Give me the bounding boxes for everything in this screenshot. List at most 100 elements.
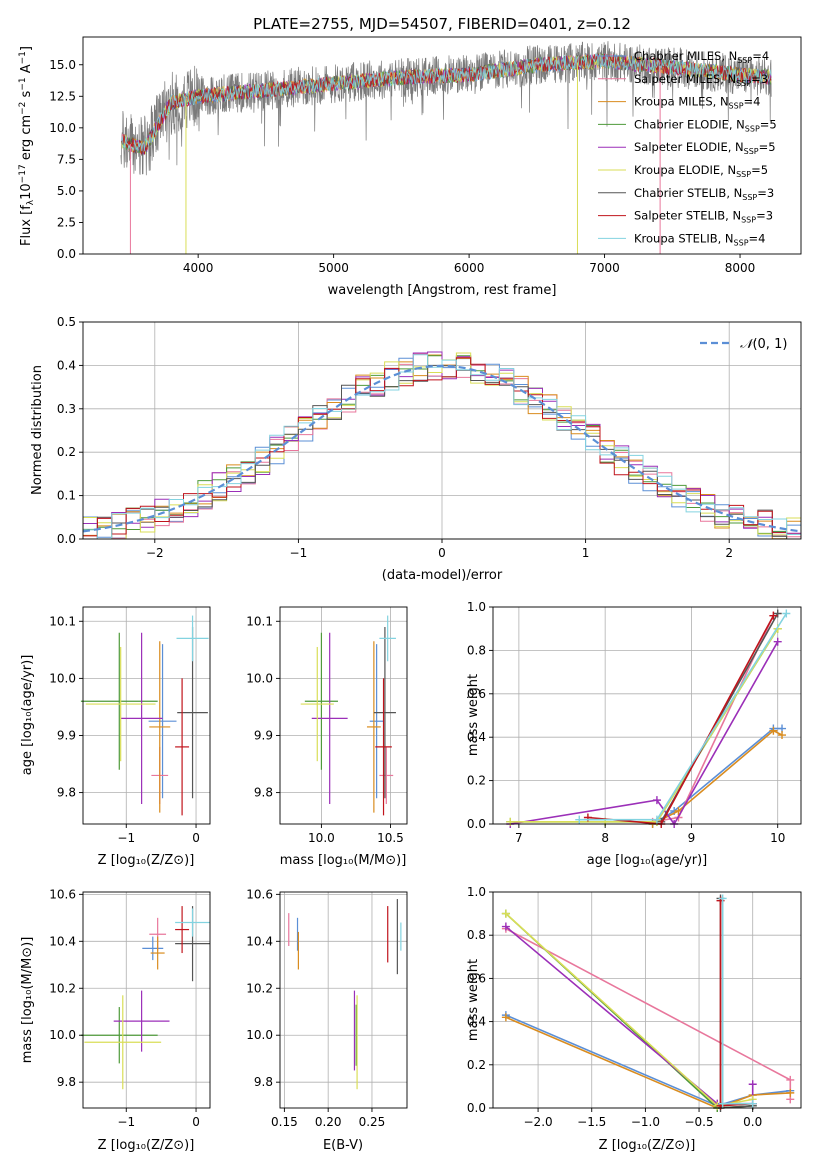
massweight-vs-Z-marker-kroupa_miles — [786, 1088, 795, 1097]
normal-curve — [83, 364, 801, 533]
massweight-vs-age-xtick-label: 9 — [688, 831, 696, 845]
mass-vs-Z-xtick-label: −1 — [117, 1115, 135, 1129]
mass-vs-ebv-frame — [279, 891, 408, 1109]
massweight-vs-Z-line-kroupa_miles — [505, 1016, 791, 1109]
legend-label-kroupa_stelib: Kroupa STELIB, NSSP=4 — [634, 231, 765, 247]
age-vs-mass-xtick-label: 10.5 — [377, 831, 404, 845]
age-vs-Z-ytick-label: 10.1 — [49, 614, 76, 628]
massweight-vs-Z-frame — [492, 891, 802, 1109]
mass-vs-ebv-ytick-label: 9.8 — [254, 1075, 273, 1089]
residuals-ytick-label: 0.2 — [57, 445, 76, 459]
age-vs-Z-ytick-label: 9.9 — [57, 728, 76, 742]
massweight-vs-Z-ytick-label: 0.8 — [467, 928, 486, 942]
massweight-vs-age-xtick-label: 8 — [601, 831, 609, 845]
age-vs-mass-frame — [279, 606, 408, 825]
massweight-vs-age-ytick-label: 1.0 — [467, 600, 486, 614]
massweight-vs-age-marker-kroupa_miles — [778, 731, 787, 740]
massweight-vs-Z-xlabel: Z [log₁₀(Z/Z⊙)] — [599, 1138, 696, 1153]
residuals-xtick-label: 2 — [725, 546, 733, 560]
spectrum-ytick-label: 0.0 — [57, 247, 76, 261]
massweight-vs-age-marker-kroupa_stelib — [782, 609, 791, 618]
massweight-vs-Z-line-salpeter_miles — [505, 927, 792, 1100]
massweight-vs-Z-line-salpeter_stelib — [719, 900, 753, 1107]
spectrum-title: PLATE=2755, MJD=54507, FIBERID=0401, z=0… — [253, 15, 631, 33]
spectrum-xlabel: wavelength [Angstrom, rest frame] — [328, 283, 557, 298]
massweight-vs-age-line-kroupa_miles — [652, 729, 783, 825]
massweight-vs-Z-ytick-label: 0.2 — [467, 1058, 486, 1072]
mass-vs-ebv-ytick-label: 10.0 — [246, 1028, 273, 1042]
spectrum-ylabel-exp4: −1 — [18, 51, 28, 64]
spectrum-ylabel-end: A — [19, 64, 34, 77]
spectrum-frame — [82, 36, 802, 255]
massweight-vs-Z-xtick-label: −0.5 — [684, 1115, 713, 1129]
spectrum-ytick-label: 5.0 — [57, 184, 76, 198]
hist-kroupa_stelib — [83, 354, 801, 539]
residuals-xtick-label: −1 — [290, 546, 308, 560]
spectrum-ylabel-close: ] — [19, 46, 34, 51]
massweight-vs-Z-line-chabrier_miles — [505, 1014, 791, 1107]
legend-label-salpeter_miles: Salpeter MILES, NSSP=3 — [634, 72, 768, 88]
massweight-vs-age-xlabel: age [log₁₀(age/yr)] — [587, 853, 708, 868]
spectrum-ytick-label: 15.0 — [49, 58, 76, 72]
spectrum-ytick-label: 10.0 — [49, 121, 76, 135]
mass-vs-Z-ytick-label: 10.0 — [49, 1028, 76, 1042]
spectrum-ylabel-exp3: −1 — [18, 77, 28, 90]
massweight-vs-age-line-chabrier_elodie — [510, 628, 779, 823]
massweight-vs-Z-ytick-label: 0.4 — [467, 1015, 486, 1029]
spectrum-ylabel-mid: erg cm — [19, 115, 34, 164]
residuals-ytick-label: 0.4 — [57, 358, 76, 372]
residuals-ytick-label: 0.0 — [57, 532, 76, 546]
massweight-vs-age-line-salpeter_elodie — [510, 641, 779, 826]
massweight-vs-Z-ytick-label: 0.0 — [467, 1101, 486, 1115]
spectrum-ylabel-main: Flux [f — [19, 205, 34, 246]
massweight-vs-age-line-kroupa_stelib — [579, 613, 787, 821]
massweight-vs-age-marker-chabrier_stelib — [773, 609, 782, 618]
massweight-vs-age-marker-kroupa_elodie — [506, 817, 515, 826]
hist-steps — [83, 351, 801, 539]
age-vs-mass-ytick-label: 10.1 — [246, 614, 273, 628]
mass-vs-ebv-xlabel: E(B-V) — [323, 1138, 363, 1153]
legend-label-salpeter_stelib: Salpeter STELIB, NSSP=3 — [634, 209, 773, 225]
residuals-ytick-label: 0.1 — [57, 489, 76, 503]
mass-vs-Z-xtick-label: 0 — [192, 1115, 200, 1129]
normal-legend-label: 𝒩(0, 1) — [740, 337, 787, 352]
massweight-vs-age-line-salpeter_miles — [652, 615, 775, 823]
mass-vs-ebv-ytick-label: 10.2 — [246, 981, 273, 995]
massweight-vs-Z-marker-salpeter_elodie — [501, 922, 510, 931]
spectrum-ylabel-sub: λ — [26, 199, 36, 205]
massweight-vs-age-marker-salpeter_elodie — [652, 796, 661, 805]
massweight-vs-age-marker-kroupa_stelib — [575, 815, 584, 824]
spectrum-model-kroupa_stelib — [121, 52, 772, 152]
spectrum-xtick-label: 8000 — [725, 261, 756, 275]
massweight-vs-age-ytick-label: 0.2 — [467, 774, 486, 788]
mass-vs-ebv-ytick-label: 10.4 — [246, 934, 273, 948]
residuals-xtick-label: 0 — [438, 546, 446, 560]
mass-vs-ebv-ytick-label: 10.6 — [246, 887, 273, 901]
mass-vs-Z-frame — [82, 891, 211, 1109]
mass-vs-ebv-xtick-label: 0.20 — [315, 1115, 342, 1129]
age-vs-Z-ylabel: age [log₁₀(age/yr)] — [20, 655, 35, 776]
massweight-vs-Z-marker-kroupa_elodie — [501, 909, 510, 918]
age-vs-mass-ytick-label: 9.8 — [254, 786, 273, 800]
massweight-vs-Z-marker-salpeter_miles — [786, 1075, 795, 1084]
massweight-vs-age-marker-salpeter_elodie — [773, 637, 782, 646]
spectrum-ytick-label: 12.5 — [49, 89, 76, 103]
residuals-xtick-label: −2 — [146, 546, 164, 560]
spectrum-ylabel-exp1: −17 — [18, 164, 28, 183]
spectrum-ylabel-rest: 10 — [19, 183, 34, 200]
massweight-vs-age-marker-kroupa_miles — [769, 726, 778, 735]
age-vs-mass-ytick-label: 10.0 — [246, 671, 273, 685]
age-vs-mass-xtick-label: 10.0 — [308, 831, 335, 845]
residuals-ylabel: Normed distribution — [30, 365, 45, 495]
massweight-vs-Z-marker-salpeter_elodie — [748, 1080, 757, 1089]
spectrum-xtick-label: 6000 — [454, 261, 485, 275]
age-vs-Z-frame — [82, 606, 211, 825]
massweight-vs-age-xtick-label: 7 — [515, 831, 523, 845]
spectrum-ytick-label: 2.5 — [57, 215, 76, 229]
mass-vs-Z-xlabel: Z [log₁₀(Z/Z⊙)] — [98, 1138, 195, 1153]
spectrum-xtick-label: 5000 — [318, 261, 349, 275]
legend-label-kroupa_elodie: Kroupa ELODIE, NSSP=5 — [634, 163, 768, 179]
residuals-ytick-label: 0.3 — [57, 402, 76, 416]
spectrum-ylabel: Flux [fλ10−17 erg cm−2 s−1 A−1] — [18, 46, 36, 246]
